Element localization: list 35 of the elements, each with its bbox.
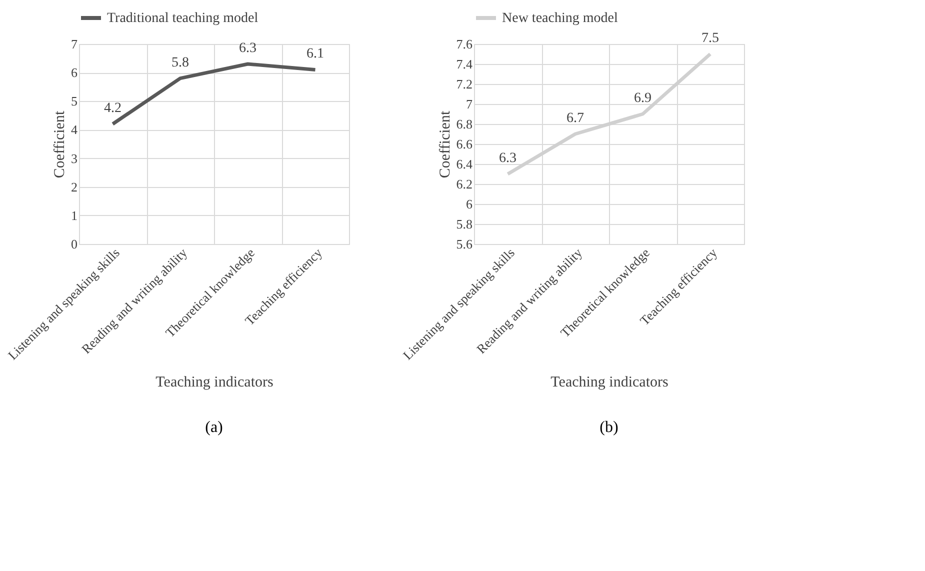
data-label: 5.8 bbox=[172, 55, 189, 70]
y-tick-label: 4 bbox=[71, 122, 78, 138]
y-tick-label: 5 bbox=[71, 94, 78, 109]
y-tick-label: 5.8 bbox=[456, 216, 472, 232]
data-label: 6.3 bbox=[239, 41, 256, 56]
y-tick-label: 7.6 bbox=[456, 36, 473, 52]
y-tick-label: 3 bbox=[71, 150, 78, 166]
y-axis-title: Coefficient bbox=[437, 110, 454, 178]
y-tick-label: 7.4 bbox=[456, 56, 473, 72]
y-tick-label: 1 bbox=[71, 208, 78, 223]
legend-label: New teaching model bbox=[502, 11, 618, 26]
y-tick-label: 6.4 bbox=[456, 156, 473, 172]
y-tick-label: 6.2 bbox=[456, 176, 472, 192]
y-tick-label: 6 bbox=[466, 196, 473, 212]
y-tick-label: 6 bbox=[71, 65, 78, 80]
legend-label: Traditional teaching model bbox=[107, 11, 258, 26]
data-label: 6.7 bbox=[566, 111, 584, 126]
y-tick-label: 6.6 bbox=[456, 136, 473, 152]
x-axis-title: Teaching indicators bbox=[550, 374, 668, 391]
y-tick-label: 0 bbox=[71, 236, 78, 252]
y-tick-label: 7 bbox=[71, 36, 78, 52]
y-tick-label: 5.6 bbox=[456, 236, 473, 252]
text: (b) bbox=[600, 419, 618, 436]
y-tick-label: 6.8 bbox=[456, 116, 472, 132]
y-tick-label: 2 bbox=[71, 179, 78, 194]
data-label: 7.5 bbox=[702, 31, 719, 46]
text: (a) bbox=[205, 419, 223, 436]
y-axis-title: Coefficient bbox=[52, 110, 68, 178]
data-label: 4.2 bbox=[104, 101, 122, 116]
data-label: 6.9 bbox=[634, 91, 652, 106]
y-tick-label: 7.2 bbox=[456, 76, 472, 92]
data-label: 6.3 bbox=[499, 151, 516, 166]
x-axis-title: Teaching indicators bbox=[156, 374, 274, 391]
y-tick-label: 7 bbox=[466, 96, 473, 112]
data-label: 6.1 bbox=[306, 46, 324, 62]
